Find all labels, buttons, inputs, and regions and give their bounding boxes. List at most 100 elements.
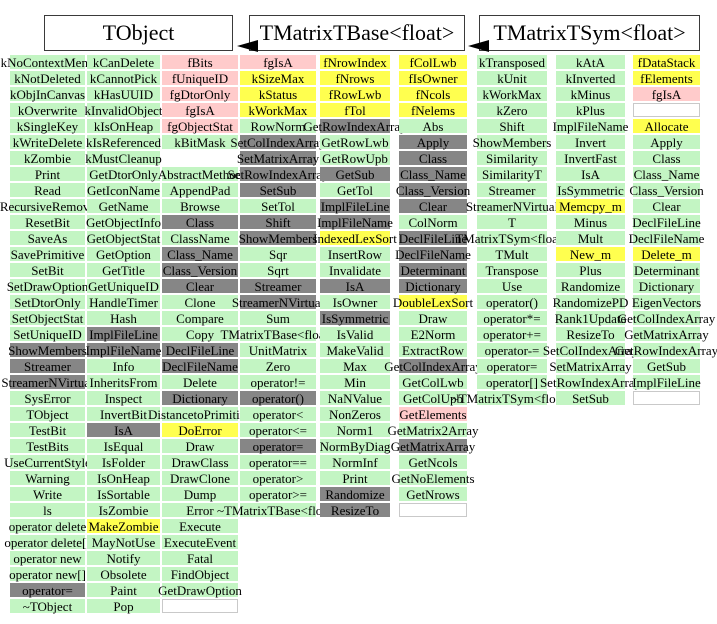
member-cell[interactable]: ResizeTo — [320, 503, 390, 517]
member-cell[interactable]: Warning — [10, 471, 85, 485]
member-cell[interactable]: Transpose — [477, 263, 547, 277]
member-cell[interactable]: GetObjectInfo — [86, 215, 161, 229]
member-cell[interactable]: GetMatrixArray — [624, 327, 709, 341]
member-cell[interactable]: GetIconName — [87, 183, 160, 197]
member-cell[interactable]: Error — [162, 503, 238, 517]
member-cell[interactable]: GetMatrixArray — [391, 439, 475, 453]
member-cell[interactable]: Streamer — [240, 279, 316, 293]
member-cell[interactable]: Class_Name — [162, 247, 238, 261]
member-cell[interactable]: ImplFileName — [86, 343, 161, 357]
member-cell[interactable]: GetNrows — [399, 487, 467, 501]
member-cell[interactable]: ImplFileLine — [632, 375, 701, 389]
member-cell[interactable]: operator= — [240, 439, 316, 453]
member-cell[interactable]: Determinant — [633, 263, 700, 277]
member-cell[interactable]: NormInf — [320, 455, 390, 469]
member-cell[interactable]: TMatrixTSym<float> — [455, 231, 569, 245]
member-cell[interactable]: Determinant — [399, 263, 467, 277]
member-cell[interactable]: Print — [10, 167, 85, 181]
member-cell[interactable]: InvertBit — [87, 407, 160, 421]
member-cell[interactable]: operator>= — [240, 487, 316, 501]
member-cell[interactable]: kZero — [477, 103, 547, 117]
member-cell[interactable]: DeclFileName — [162, 359, 238, 373]
member-cell[interactable]: Use — [477, 279, 547, 293]
member-cell[interactable]: IsZombie — [87, 503, 160, 517]
member-cell[interactable]: Inspect — [87, 391, 160, 405]
member-cell[interactable]: Shift — [477, 119, 547, 133]
member-cell[interactable]: ~TMatrixTSym<float> — [452, 391, 572, 405]
member-cell[interactable]: kWorkMax — [240, 103, 316, 117]
member-cell[interactable]: DrawClone — [162, 471, 238, 485]
member-cell[interactable]: Dictionary — [162, 391, 238, 405]
member-cell[interactable]: TestBit — [10, 423, 85, 437]
member-cell[interactable]: kHasUUID — [87, 87, 160, 101]
member-cell[interactable]: InvertFast — [556, 151, 625, 165]
member-cell[interactable]: Compare — [162, 311, 238, 325]
member-cell[interactable]: GetTol — [320, 183, 390, 197]
member-cell[interactable]: Class — [633, 151, 700, 165]
member-cell[interactable]: GetName — [87, 199, 160, 213]
member-cell[interactable]: Sum — [240, 311, 316, 325]
member-cell[interactable]: GetRowUpb — [320, 151, 390, 165]
member-cell[interactable]: NonZeros — [320, 407, 390, 421]
member-cell[interactable]: Paint — [87, 583, 160, 597]
member-cell[interactable]: E2Norm — [399, 327, 467, 341]
member-cell[interactable]: fgIsA — [162, 103, 238, 117]
member-cell[interactable]: Dump — [162, 487, 238, 501]
member-cell[interactable]: IsValid — [320, 327, 390, 341]
member-cell[interactable]: ImplFileLine — [87, 327, 160, 341]
member-cell[interactable]: GetNoElements — [391, 471, 475, 485]
member-cell[interactable]: SetColIndexArray — [543, 343, 638, 357]
member-cell[interactable]: fgIsA — [633, 87, 700, 101]
member-cell[interactable]: Apply — [633, 135, 700, 149]
member-cell[interactable]: kMinus — [556, 87, 625, 101]
member-cell[interactable]: ColNorm — [399, 215, 467, 229]
member-cell[interactable]: Delete — [162, 375, 238, 389]
member-cell[interactable]: operator() — [240, 391, 316, 405]
member-cell[interactable]: AbstractMethod — [158, 167, 242, 181]
member-cell[interactable]: IsA — [320, 279, 390, 293]
member-cell[interactable]: Norm1 — [320, 423, 390, 437]
member-cell[interactable]: Class_Version — [629, 183, 704, 197]
member-cell[interactable]: ~TObject — [10, 599, 85, 613]
member-cell[interactable]: Class_Version — [396, 183, 470, 197]
member-cell[interactable]: Browse — [162, 199, 238, 213]
member-cell[interactable]: fgIsA — [240, 55, 316, 69]
member-cell[interactable]: EigenVectors — [632, 295, 701, 309]
member-cell[interactable]: Memcpy_m — [556, 199, 625, 213]
member-cell[interactable]: operator> — [240, 471, 316, 485]
member-cell[interactable]: SetColIndexArray — [230, 135, 326, 149]
member-cell[interactable]: DoError — [162, 423, 238, 437]
member-cell[interactable]: DeclFileLine — [399, 231, 467, 245]
member-cell[interactable]: DeclFileName — [395, 247, 471, 261]
member-cell[interactable]: IsFolder — [87, 455, 160, 469]
member-cell[interactable]: kObjInCanvas — [10, 87, 85, 101]
member-cell[interactable]: Minus — [556, 215, 625, 229]
member-cell[interactable]: Invalidate — [320, 263, 390, 277]
member-cell[interactable]: Similarity — [477, 151, 547, 165]
member-cell[interactable]: operator+= — [477, 327, 547, 341]
member-cell[interactable]: operator-= — [477, 343, 547, 357]
member-cell[interactable]: Class_Version — [162, 263, 238, 277]
member-cell[interactable]: AppendPad — [162, 183, 238, 197]
member-cell[interactable]: ExtractRow — [399, 343, 467, 357]
member-cell[interactable]: kNoContextMenu — [1, 55, 94, 69]
member-cell[interactable]: TestBits — [10, 439, 85, 453]
member-cell[interactable]: DrawClass — [162, 455, 238, 469]
member-cell[interactable]: operator= — [10, 583, 85, 597]
member-cell[interactable]: ShowMembers — [239, 231, 317, 245]
member-cell[interactable]: kIsReferenced — [86, 135, 161, 149]
member-cell[interactable]: ShowMembers — [473, 135, 551, 149]
member-cell[interactable]: Zero — [240, 359, 316, 373]
member-cell[interactable]: SetTol — [240, 199, 316, 213]
member-cell[interactable]: GetColIndexArray — [384, 359, 482, 373]
member-cell[interactable]: Allocate — [633, 119, 700, 133]
member-cell[interactable]: GetUniqueID — [87, 279, 160, 293]
member-cell[interactable]: IsOnHeap — [87, 471, 160, 485]
member-cell[interactable]: GetRowIndexArray — [615, 343, 717, 357]
member-cell[interactable]: Write — [10, 487, 85, 501]
member-cell[interactable]: SetBit — [10, 263, 85, 277]
member-cell[interactable]: GetElements — [399, 407, 467, 421]
member-cell[interactable]: Invert — [556, 135, 625, 149]
member-cell[interactable]: Pop — [87, 599, 160, 613]
member-cell[interactable]: GetMatrix2Array — [388, 423, 478, 437]
